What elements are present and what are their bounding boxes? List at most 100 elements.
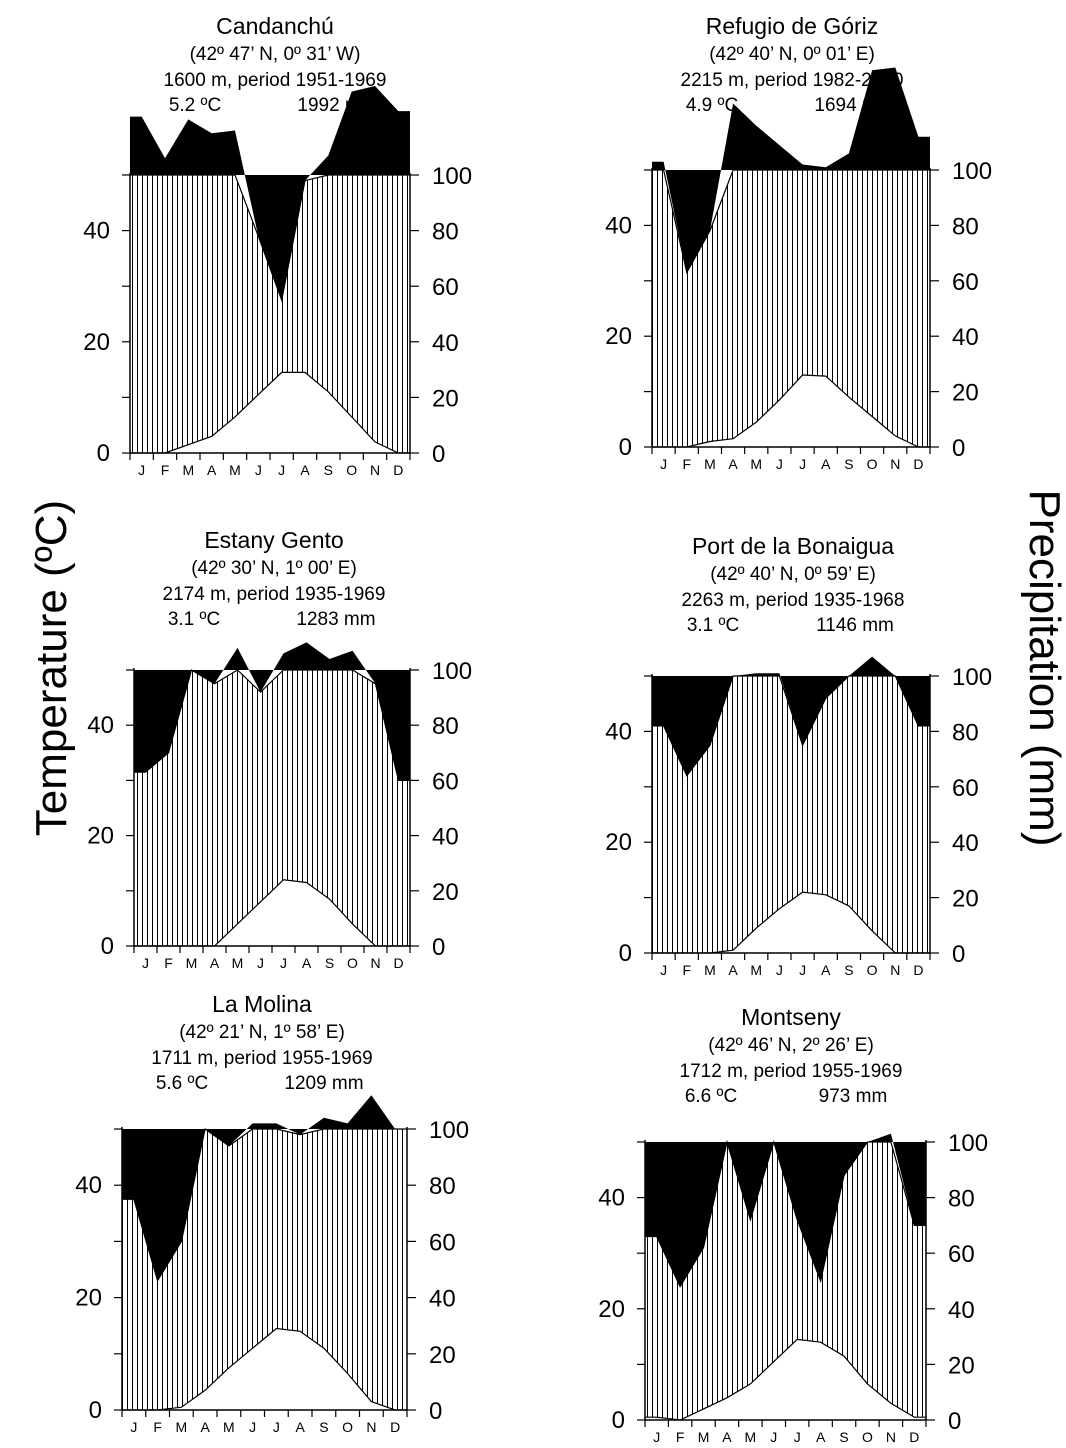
- precipitation-tick-label: 0: [432, 441, 445, 468]
- chart-title: La Molina: [212, 991, 312, 1017]
- temperature-tick-label: 20: [83, 329, 110, 356]
- month-label: J: [130, 1419, 137, 1435]
- month-label: A: [300, 462, 310, 478]
- precipitation-tick-label: 100: [948, 1130, 988, 1157]
- month-label: S: [319, 1419, 328, 1435]
- temperature-tick-label: 0: [619, 434, 632, 461]
- mean-temperature: 3.1 ºC: [168, 609, 220, 630]
- month-label: D: [393, 955, 403, 971]
- month-label: O: [347, 955, 358, 971]
- precipitation-tick-label: 60: [432, 274, 459, 301]
- precipitation-tick-label: 40: [432, 824, 459, 851]
- precipitation-tick-label: 40: [952, 830, 979, 857]
- temperature-tick-label: 40: [83, 218, 110, 245]
- precipitation-tick-label: 100: [952, 664, 992, 691]
- precipitation-tick-label: 60: [952, 269, 979, 296]
- mean-temperature: 4.9 ºC: [686, 95, 738, 116]
- temperature-tick-label: 40: [605, 718, 632, 745]
- precipitation-tick-label: 60: [432, 768, 459, 795]
- humid-period-hatch: [652, 676, 930, 953]
- precipitation-tick-label: 20: [952, 380, 979, 407]
- precipitation-axis-label: Precipitation (mm): [1020, 490, 1066, 847]
- month-label: D: [909, 1429, 919, 1445]
- temperature-tick-label: 40: [598, 1185, 625, 1212]
- month-label: M: [704, 962, 716, 978]
- month-label: A: [728, 962, 738, 978]
- precipitation-tick-label: 20: [432, 385, 459, 412]
- month-label: J: [794, 1429, 801, 1445]
- month-label: N: [886, 1429, 896, 1445]
- climate-panel: Refugio de Góriz (42º 40’ N, 0º 01’ E) 221…: [605, 13, 992, 472]
- temperature-tick-label: 0: [97, 440, 110, 467]
- month-label: J: [278, 462, 285, 478]
- temperature-line: [130, 371, 410, 454]
- precipitation-tick-label: 80: [429, 1173, 456, 1200]
- station-elevation-period: 2263 m, period 1935-1968: [682, 590, 905, 611]
- climate-panel: La Molina (42º 21’ N, 1º 58’ E) 1711 m, pe…: [75, 991, 469, 1435]
- month-label: F: [682, 962, 691, 978]
- station-coordinates: (42º 46’ N, 2º 26’ E): [708, 1035, 874, 1056]
- station-coordinates: (42º 47’ N, 0º 31’ W): [190, 44, 361, 65]
- month-label: N: [370, 462, 380, 478]
- month-label: D: [913, 456, 923, 472]
- month-label: A: [302, 955, 312, 971]
- month-label: J: [653, 1429, 660, 1445]
- temperature-tick-label: 0: [619, 940, 632, 967]
- superhumid-area: [134, 642, 410, 781]
- month-label: M: [229, 462, 241, 478]
- month-label: M: [223, 1419, 235, 1435]
- climate-panel: Port de la Bonaigua (42º 40’ N, 0º 59’ E)…: [605, 533, 992, 978]
- precipitation-tick-label: 40: [952, 324, 979, 351]
- month-label: J: [257, 955, 264, 971]
- month-label: O: [867, 456, 878, 472]
- station-coordinates: (42º 30’ N, 1º 00’ E): [191, 558, 357, 579]
- annual-precipitation: 1209 mm: [284, 1073, 363, 1094]
- precipitation-tick-label: 0: [948, 1408, 961, 1435]
- month-label: O: [346, 462, 357, 478]
- month-label: M: [176, 1419, 188, 1435]
- month-label: F: [682, 456, 691, 472]
- month-label: J: [660, 962, 667, 978]
- precipitation-tick-label: 40: [429, 1286, 456, 1313]
- temperature-tick-label: 40: [605, 212, 632, 239]
- month-label: O: [342, 1419, 353, 1435]
- mean-temperature: 5.2 ºC: [169, 95, 221, 116]
- month-label: M: [232, 955, 244, 971]
- temperature-tick-label: 20: [605, 323, 632, 350]
- month-label: A: [821, 962, 831, 978]
- month-label: M: [186, 955, 198, 971]
- temperature-line: [652, 374, 930, 448]
- chart-title: Estany Gento: [204, 527, 343, 553]
- month-label: F: [153, 1419, 162, 1435]
- superhumid-area: [122, 1095, 407, 1281]
- month-label: D: [390, 1419, 400, 1435]
- precipitation-line: [652, 675, 930, 777]
- superhumid-area: [645, 1133, 926, 1287]
- humid-period-hatch: [652, 170, 930, 447]
- month-label: J: [776, 962, 783, 978]
- month-label: M: [745, 1429, 757, 1445]
- month-label: J: [660, 456, 667, 472]
- month-label: O: [867, 962, 878, 978]
- precipitation-tick-label: 0: [952, 941, 965, 968]
- precipitation-tick-label: 100: [432, 163, 472, 190]
- temperature-tick-label: 20: [87, 823, 114, 850]
- precipitation-tick-label: 20: [952, 886, 979, 913]
- precipitation-tick-label: 20: [429, 1342, 456, 1369]
- month-label: J: [255, 462, 262, 478]
- climate-panel: Candanchú (42º 47’ N, 0º 31’ W) 1600 m, pe…: [83, 13, 472, 478]
- humid-period-hatch: [130, 175, 410, 453]
- chart-title: Refugio de Góriz: [706, 13, 879, 39]
- temperature-tick-label: 20: [75, 1285, 102, 1312]
- precipitation-line: [652, 169, 930, 275]
- superhumid-area: [652, 656, 930, 776]
- month-label: S: [844, 962, 853, 978]
- month-label: M: [750, 456, 762, 472]
- month-label: S: [839, 1429, 848, 1445]
- month-label: J: [249, 1419, 256, 1435]
- precipitation-tick-label: 40: [948, 1297, 975, 1324]
- climate-panel: Montseny (42º 46’ N, 2º 26’ E) 1712 m, per…: [598, 1004, 988, 1445]
- precipitation-tick-label: 80: [948, 1186, 975, 1213]
- precipitation-tick-label: 60: [952, 775, 979, 802]
